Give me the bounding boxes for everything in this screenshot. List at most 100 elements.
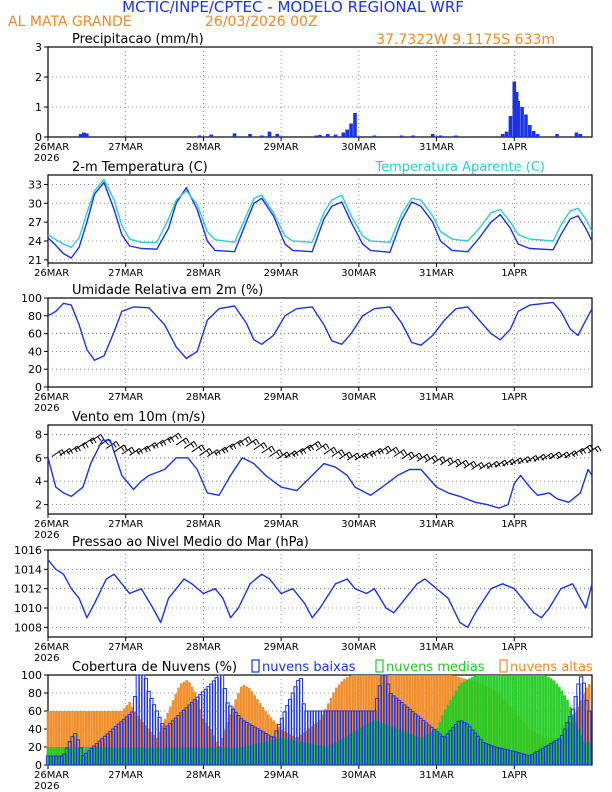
cloud-bar-green	[280, 738, 284, 765]
panel-title-secondary: Temperatura Aparente (C)	[374, 160, 545, 175]
wind-barb-flag	[423, 456, 428, 461]
cloud-bar-green	[500, 675, 504, 765]
precip-bar	[504, 131, 509, 137]
wind-barb	[517, 456, 529, 465]
precip-bar	[232, 133, 237, 137]
wind-barb-flag	[426, 454, 431, 460]
cloud-bar-orange	[261, 707, 265, 765]
y-tick-label: 0	[35, 381, 42, 394]
cloud-bar-green	[315, 744, 319, 765]
x-tick-label: 29MAR	[264, 268, 299, 279]
x-tick-label: 31MAR	[419, 519, 454, 530]
wind-barb-flag	[341, 449, 346, 455]
precip-bar	[353, 113, 357, 137]
cloud-bar-orange	[166, 712, 169, 765]
y-tick-label: 6	[35, 452, 42, 465]
wind-barb	[207, 449, 218, 458]
cloud-bar-green	[111, 747, 115, 765]
cloud-bar-green	[258, 742, 262, 765]
x-tick-label: 27MAR	[108, 392, 143, 403]
wind-barb-flag	[252, 440, 257, 446]
cloud-bar-green	[269, 740, 273, 765]
cloud-bar-green	[351, 732, 354, 765]
cloud-bar-orange	[60, 711, 63, 765]
y-tick-label: 27	[28, 216, 42, 229]
cloud-bar-green	[522, 675, 526, 765]
cloud-bar-orange	[82, 711, 85, 765]
wind-barb	[284, 450, 296, 459]
cloud-bar-green	[152, 747, 156, 765]
cloud-bar-green	[294, 740, 297, 765]
cloud-bar-green	[291, 740, 295, 765]
cloud-bar-green	[394, 728, 398, 765]
wind-barb-flag	[348, 451, 353, 458]
cloud-bar-green	[329, 745, 333, 765]
cloud-bar-orange	[92, 711, 96, 765]
cloud-bar-green	[155, 747, 159, 765]
wind-barb-flag	[454, 460, 459, 466]
cloud-bar-green	[473, 675, 477, 765]
y-tick-label: 20	[28, 363, 42, 376]
precip-bar	[508, 116, 513, 137]
wind-barb-flag	[517, 459, 521, 465]
x-tick-label: 1APR	[501, 142, 527, 153]
wind-barb	[67, 445, 78, 454]
wind-barb	[447, 458, 459, 467]
cloud-bar-green	[373, 720, 376, 765]
cloud-bar-orange	[394, 675, 398, 765]
cloud-bar-orange	[46, 711, 50, 765]
cloud-bar-orange	[163, 719, 167, 765]
x-tick-label: 28MAR	[186, 268, 221, 279]
cloud-bar-green	[177, 747, 180, 765]
cloud-bar-orange	[199, 709, 202, 765]
cloud-bar-orange	[122, 708, 126, 765]
precip-bar	[454, 135, 458, 137]
x-tick-label: 26MAR	[34, 392, 69, 403]
y-tick-label: 1008	[14, 621, 42, 634]
cloud-bar-orange	[332, 692, 335, 765]
cloud-bar-green	[179, 747, 183, 765]
cloud-bar-green	[171, 747, 175, 765]
wind-barb-flag	[519, 457, 524, 464]
wind-barb	[432, 456, 443, 465]
x-tick-label: 26MAR	[34, 642, 69, 653]
precip-bar	[528, 125, 532, 137]
cloud-bar-orange	[57, 711, 61, 765]
precip-bar	[430, 134, 435, 137]
wind-barb-flag	[61, 449, 66, 455]
x-tick-label: 30MAR	[341, 142, 376, 153]
precip-bar	[516, 101, 520, 137]
y-tick-label: 1016	[14, 544, 42, 557]
wind-barb-flag	[395, 447, 400, 453]
x-tick-label: 26MAR	[34, 268, 69, 279]
wind-barb-flag	[112, 443, 117, 448]
cloud-bar-green	[324, 746, 327, 765]
cloud-bar-green	[264, 741, 267, 765]
cloud-bar-orange	[432, 675, 436, 765]
cloud-bar-green	[318, 745, 322, 765]
wind-barb-flag	[247, 436, 252, 442]
cloud-bar-green	[427, 733, 431, 765]
wind-barb-flag	[175, 434, 179, 440]
legend-label: nuvens medias	[386, 660, 485, 675]
wind-barb	[541, 452, 552, 461]
panel-wind: 2 4 6 8 26MAR 27MAR 28MAR 29MAR 30MAR 31MAR 1APR 20…	[34, 410, 602, 541]
cloud-bar-orange	[587, 684, 591, 765]
wind-barb-flag	[548, 454, 552, 460]
wind-barb-flag	[299, 450, 304, 455]
wind-barb	[245, 438, 257, 447]
wind-barb-flag	[447, 459, 451, 465]
cloud-bar-green	[579, 735, 583, 765]
precip-bar	[267, 131, 272, 137]
wind-barb-flag	[182, 439, 187, 445]
wind-barb-flag	[431, 457, 436, 462]
y-tick-label: 100	[21, 669, 42, 682]
wind-barb-flag	[563, 453, 568, 459]
cloud-bar-green	[348, 734, 352, 765]
cloud-bar-orange	[190, 686, 194, 765]
wind-barb	[346, 452, 358, 461]
wind-barb	[580, 444, 591, 453]
cloud-bar-green	[141, 747, 145, 765]
x-tick-label: 29MAR	[264, 142, 299, 153]
cloud-bar-green	[321, 746, 325, 765]
